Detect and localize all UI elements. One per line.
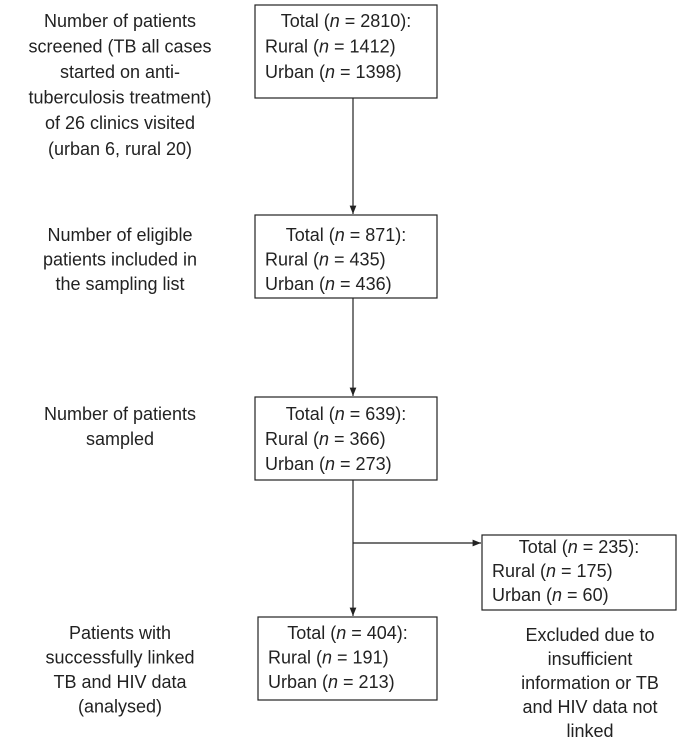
box-line: Urban (n = 1398) xyxy=(265,62,402,82)
label-line: sampled xyxy=(86,429,154,449)
label-line: Number of patients xyxy=(44,404,196,424)
box-line: Total (n = 2810): xyxy=(281,11,412,31)
box-line: Rural (n = 366) xyxy=(265,429,386,449)
box-text: n xyxy=(325,274,335,294)
box-text: n xyxy=(335,225,345,245)
box-text: n xyxy=(325,62,335,82)
box-text: Rural ( xyxy=(492,561,546,581)
label-line: Number of eligible xyxy=(47,225,192,245)
box-line: Rural (n = 191) xyxy=(268,647,389,667)
box-text: Total ( xyxy=(519,537,568,557)
box-text: n xyxy=(322,647,332,667)
box-text: = 639): xyxy=(345,404,407,424)
box-text: Total ( xyxy=(281,11,330,31)
label-line: (analysed) xyxy=(78,696,162,716)
box-text: = 404): xyxy=(346,623,408,643)
box-text: n xyxy=(328,672,338,692)
box-text: n xyxy=(319,36,329,56)
box-text: = 191) xyxy=(332,647,389,667)
label-line: patients included in xyxy=(43,249,197,269)
label-line: (urban 6, rural 20) xyxy=(48,139,192,159)
label-line: started on anti- xyxy=(60,62,180,82)
box-text: = 435) xyxy=(329,249,386,269)
box-line: Urban (n = 213) xyxy=(268,672,395,692)
box-line: Urban (n = 60) xyxy=(492,585,609,605)
label-line: tuberculosis treatment) xyxy=(28,88,211,108)
box-text: = 273) xyxy=(335,454,392,474)
box-text: Rural ( xyxy=(268,647,322,667)
box-text: Rural ( xyxy=(265,429,319,449)
box xyxy=(254,396,438,481)
label-line: Patients with xyxy=(69,623,171,643)
box-text: = 235): xyxy=(578,537,640,557)
box-line: Rural (n = 435) xyxy=(265,249,386,269)
box-text: Rural ( xyxy=(265,249,319,269)
box-line: Total (n = 871): xyxy=(286,225,407,245)
box-line: Rural (n = 175) xyxy=(492,561,613,581)
label-line: linked xyxy=(566,721,613,740)
box-text: n xyxy=(330,11,340,31)
box-text: n xyxy=(336,623,346,643)
label-line: the sampling list xyxy=(55,274,184,294)
box xyxy=(257,616,438,701)
box-line: Total (n = 235): xyxy=(519,537,640,557)
label-line: Excluded due to xyxy=(525,625,654,645)
label-line: Number of patients xyxy=(44,11,196,31)
box-text: = 1412) xyxy=(329,36,396,56)
box-text: = 871): xyxy=(345,225,407,245)
box-text: = 366) xyxy=(329,429,386,449)
box-text: n xyxy=(319,249,329,269)
box-line: Total (n = 404): xyxy=(287,623,408,643)
box-text: = 436) xyxy=(335,274,392,294)
box-text: Urban ( xyxy=(268,672,328,692)
label-line: TB and HIV data xyxy=(53,672,187,692)
box-text: Total ( xyxy=(286,225,335,245)
label-line: successfully linked xyxy=(45,647,194,667)
box-line: Urban (n = 273) xyxy=(265,454,392,474)
label-line: and HIV data not xyxy=(522,697,657,717)
box-text: n xyxy=(546,561,556,581)
box-text: n xyxy=(335,404,345,424)
box-line: Urban (n = 436) xyxy=(265,274,392,294)
box-line: Total (n = 639): xyxy=(286,404,407,424)
label-line: of 26 clinics visited xyxy=(45,113,195,133)
box-text: = 175) xyxy=(556,561,613,581)
box-text: = 213) xyxy=(338,672,395,692)
box-text: Urban ( xyxy=(492,585,552,605)
box-text: Total ( xyxy=(287,623,336,643)
label-line: screened (TB all cases xyxy=(28,36,211,56)
box xyxy=(254,214,438,299)
box-text: n xyxy=(552,585,562,605)
box-text: Urban ( xyxy=(265,62,325,82)
box-text: n xyxy=(325,454,335,474)
box xyxy=(481,534,677,611)
box-text: Total ( xyxy=(286,404,335,424)
label-line: insufficient xyxy=(548,649,633,669)
box-text: = 2810): xyxy=(340,11,412,31)
box-line: Rural (n = 1412) xyxy=(265,36,396,56)
box xyxy=(254,4,438,99)
box-text: Urban ( xyxy=(265,274,325,294)
label-line: information or TB xyxy=(521,673,659,693)
box-text: = 1398) xyxy=(335,62,402,82)
box-text: n xyxy=(568,537,578,557)
box-text: Rural ( xyxy=(265,36,319,56)
box-text: = 60) xyxy=(562,585,609,605)
box-text: Urban ( xyxy=(265,454,325,474)
box-text: n xyxy=(319,429,329,449)
